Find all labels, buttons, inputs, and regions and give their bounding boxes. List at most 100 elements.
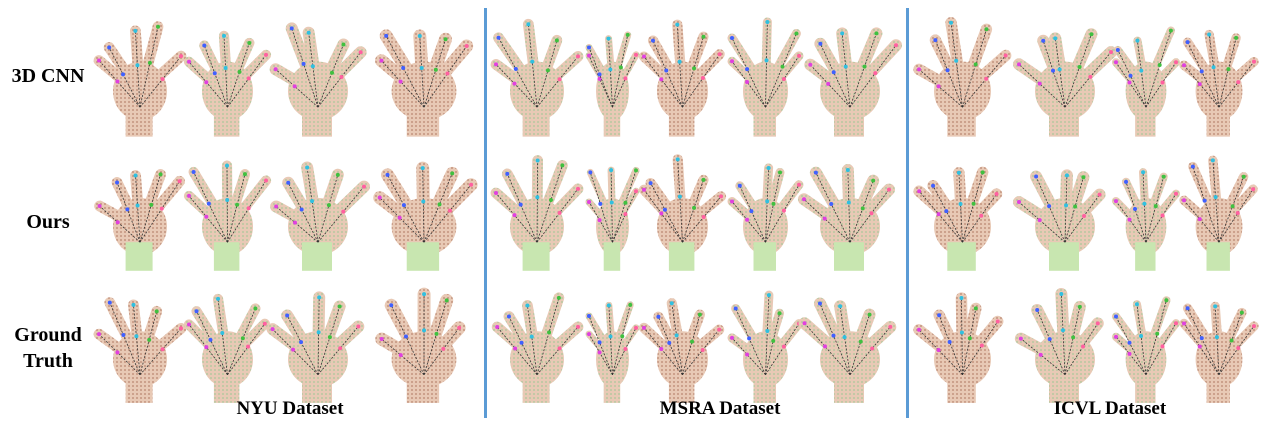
hand-silhouette [94, 169, 185, 271]
hand-silhouette [913, 292, 1004, 403]
ground-truth-label-text: Ground Truth [14, 324, 82, 372]
hand-thumbnail [183, 8, 272, 142]
hand-skeleton [494, 158, 580, 243]
row-label-ground-truth: Ground Truth [4, 322, 92, 374]
hand-silhouette [727, 17, 804, 137]
hand-thumbnail [1111, 8, 1181, 142]
hand-skeleton [730, 165, 801, 243]
hand-depth-map [183, 293, 270, 403]
hand-depth-map [585, 301, 640, 403]
hand-skeleton [587, 168, 638, 243]
hand-silhouette [183, 160, 272, 271]
hand-silhouette [1111, 296, 1181, 403]
hand-silhouette [373, 161, 478, 271]
hand-thumbnail [585, 8, 640, 142]
hand-depth-map [491, 292, 584, 403]
hand-thumbnail [1179, 146, 1258, 276]
hand-skeleton [187, 163, 268, 243]
hand-silhouette [585, 31, 640, 137]
hand-depth-map [375, 287, 466, 403]
hand-skeleton [97, 300, 183, 376]
hand-skeleton [917, 170, 999, 243]
hand-depth-map [1014, 287, 1104, 403]
hand-thumbnail [370, 280, 478, 408]
hand-skeleton [917, 296, 1000, 375]
hand-depth-map [93, 297, 187, 403]
hand-skeleton [1114, 28, 1178, 108]
hand-thumbnail [1111, 280, 1181, 408]
hand-depth-map [183, 30, 272, 137]
hand-depth-map [727, 163, 804, 271]
hand-silhouette [491, 292, 584, 403]
hand-skeleton [808, 31, 898, 108]
caption-nyu: NYU Dataset [236, 398, 344, 419]
hand-silhouette [727, 163, 804, 271]
hand-depth-map [374, 29, 474, 137]
hand-silhouette [638, 19, 725, 137]
hand-thumbnail [93, 8, 187, 142]
hand-thumbnail [93, 280, 187, 408]
hand-thumbnail [1179, 8, 1259, 142]
hand-silhouette [638, 298, 725, 403]
hand-thumbnail [798, 280, 900, 408]
hand-depth-map [490, 155, 584, 271]
hand-thumbnail [268, 146, 370, 276]
hand-thumbnail [913, 280, 1010, 408]
hand-depth-map [638, 298, 725, 403]
hand-depth-map [183, 160, 272, 271]
hand-skeleton [187, 33, 268, 108]
hand-depth-map [1179, 29, 1259, 137]
hand-depth-map [270, 161, 370, 271]
hand-skeleton [273, 26, 363, 108]
hand-thumbnail [370, 146, 478, 276]
row-label-3dcnn: 3D CNN [11, 65, 85, 87]
hand-silhouette [266, 291, 365, 403]
hand-depth-map [1179, 155, 1258, 271]
hand-silhouette [269, 22, 367, 137]
hand-depth-map [798, 297, 897, 403]
hand-skeleton [270, 295, 361, 376]
hand-skeleton [495, 295, 580, 375]
hand-depth-map [266, 291, 365, 403]
hand-skeleton [1017, 173, 1102, 243]
hand-depth-map [798, 164, 896, 271]
hand-skeleton [379, 33, 469, 108]
hand-silhouette [1179, 301, 1259, 403]
hand-depth-map [638, 154, 727, 271]
hand-silhouette [1014, 287, 1104, 403]
hand-skeleton [642, 301, 722, 375]
caption-msra: MSRA Dataset [659, 398, 781, 419]
hand-thumbnail [798, 146, 900, 276]
hand-skeleton [917, 20, 1008, 108]
hand-skeleton [587, 32, 638, 108]
hand-silhouette [913, 166, 1003, 271]
hand-thumbnail [183, 280, 270, 408]
hand-thumbnail [727, 146, 804, 276]
hand-skeleton [1182, 158, 1256, 243]
hand-skeleton [1182, 304, 1256, 375]
hand-silhouette [913, 17, 1012, 137]
hand-depth-map [93, 21, 187, 137]
hand-skeleton [97, 24, 183, 108]
hand-depth-map [913, 292, 1004, 403]
hand-thumbnail [370, 8, 478, 142]
hand-thumbnail [727, 280, 804, 408]
hand-depth-map [727, 17, 804, 137]
hand-thumbnail [638, 8, 725, 142]
hand-silhouette [1013, 169, 1106, 271]
hand-skeleton [642, 22, 722, 108]
hand-depth-map [585, 166, 640, 271]
hand-thumbnail [1013, 8, 1117, 142]
hand-skeleton [1017, 32, 1113, 108]
hand-skeleton [802, 168, 892, 243]
hand-thumbnail [638, 146, 727, 276]
hand-skeleton [494, 22, 580, 108]
hand-thumbnail [727, 8, 804, 142]
hand-skeleton [1182, 32, 1256, 108]
hand-silhouette [1111, 26, 1181, 137]
hand-skeleton [379, 292, 462, 376]
hand-thumbnail [800, 8, 902, 142]
hand-depth-map [638, 19, 725, 137]
hand-skeleton [274, 165, 366, 243]
divider-msra-icvl [906, 8, 909, 418]
